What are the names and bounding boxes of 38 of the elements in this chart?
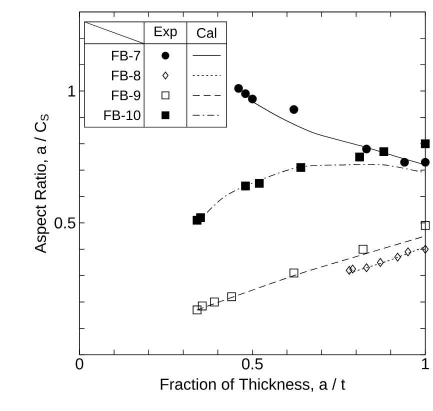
point <box>254 178 264 188</box>
point <box>192 305 202 314</box>
point <box>376 258 384 267</box>
point <box>241 181 250 190</box>
point <box>420 139 430 148</box>
x-axis-title: Fraction of Thickness, a / t <box>160 378 346 392</box>
point <box>420 220 430 230</box>
point <box>362 144 371 154</box>
point <box>400 158 409 166</box>
annotation: Exp <box>154 26 177 39</box>
point <box>349 264 356 274</box>
point <box>422 244 429 254</box>
x-tick-label: 0 <box>76 358 84 370</box>
point <box>358 244 368 254</box>
point <box>363 263 370 272</box>
x-tick-label: 1 <box>422 358 429 369</box>
y-axis-title: Aspect Ratio, a / C$_{S}$ <box>34 114 50 254</box>
point <box>379 147 388 156</box>
x-tick-label: 0.5 <box>242 358 263 370</box>
point <box>290 268 298 278</box>
point <box>355 152 364 162</box>
point <box>296 162 306 172</box>
legend-label: FB-8 <box>112 70 140 80</box>
point <box>210 297 219 306</box>
point <box>346 266 353 275</box>
point <box>248 94 257 104</box>
legend-label: FB-7 <box>112 50 140 60</box>
point <box>227 292 236 301</box>
point <box>241 89 250 98</box>
point <box>198 301 207 310</box>
point <box>290 104 298 114</box>
annotation: Cal <box>196 28 216 38</box>
legend-label: FB-9 <box>112 90 140 100</box>
legend-label: FB-10 <box>104 110 140 120</box>
point <box>234 84 243 93</box>
point <box>394 252 402 262</box>
point <box>196 213 205 222</box>
point <box>404 247 412 256</box>
